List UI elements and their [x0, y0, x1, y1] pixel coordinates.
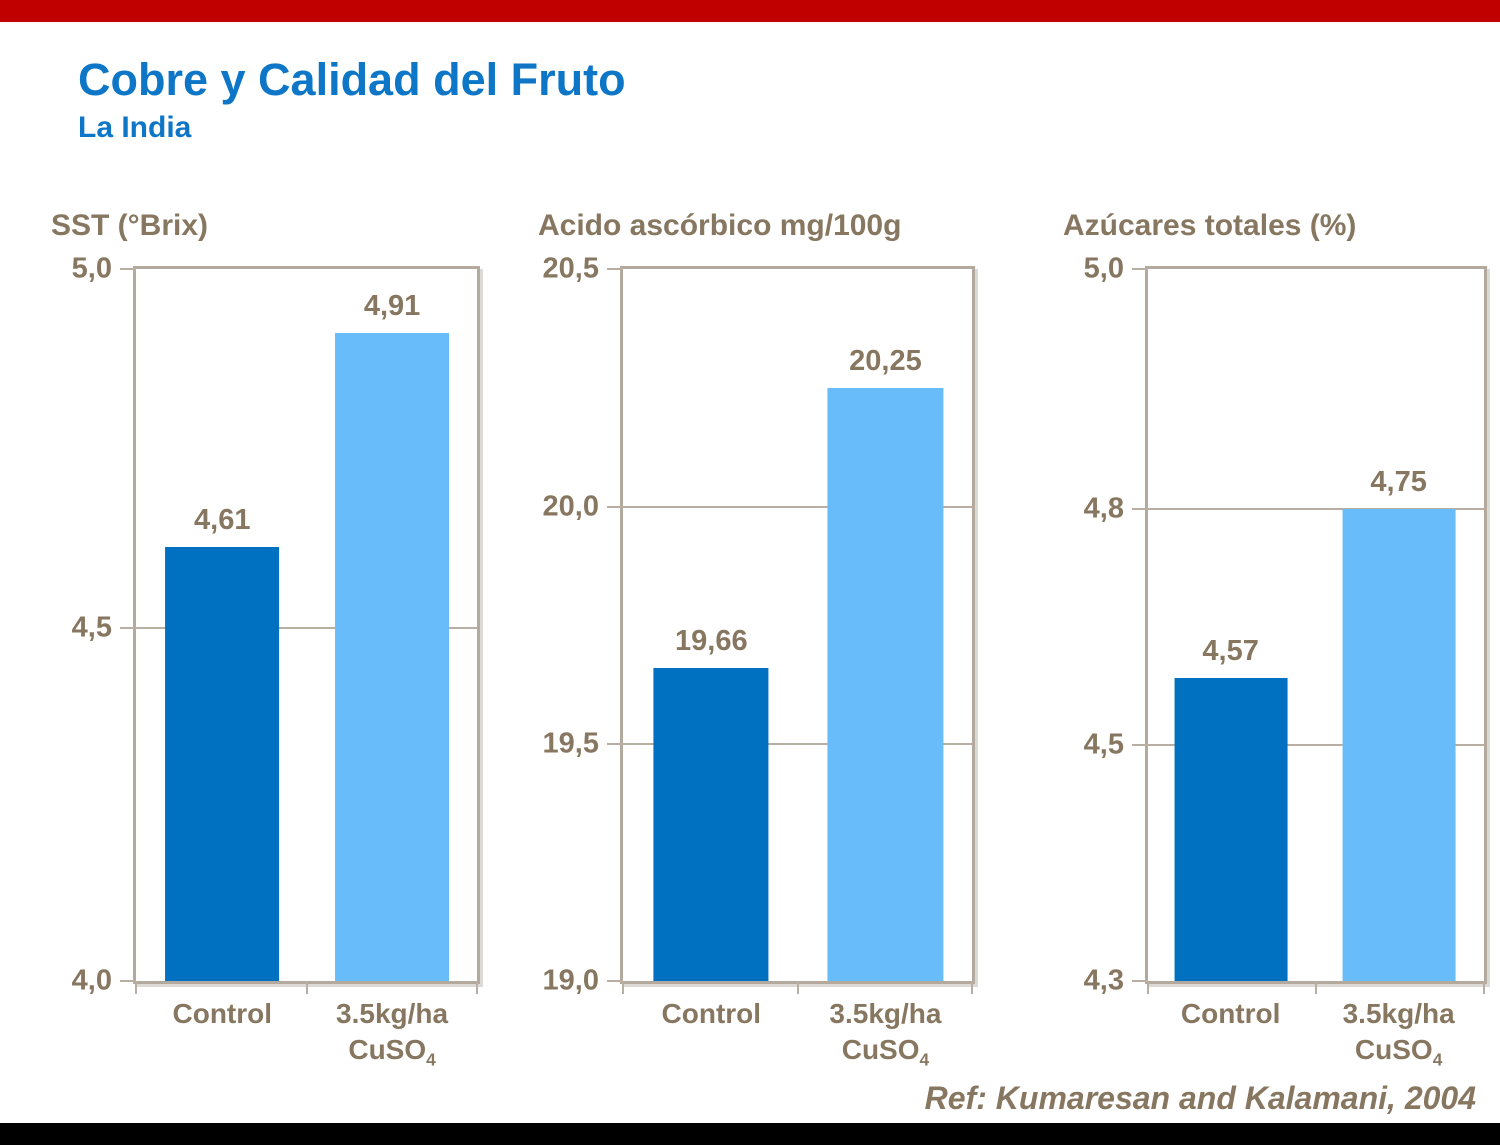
- y-tick-label: 19,0: [542, 964, 599, 997]
- top-accent-bar: [0, 0, 1500, 22]
- x-category-label: 3.5kg/ha CuSO4: [1342, 998, 1455, 1070]
- x-category-label: Control: [661, 998, 762, 1029]
- x-tick-mark: [135, 981, 137, 994]
- bar-control: [653, 667, 769, 981]
- bar-treatment: [827, 387, 944, 981]
- y-tick-mark: [607, 742, 623, 745]
- bar-treatment: [335, 333, 450, 981]
- x-tick-mark: [622, 981, 624, 994]
- y-tick-label: 5,0: [71, 252, 112, 285]
- reference-text: Ref: Kumaresan and Kalamani, 2004: [924, 1080, 1476, 1116]
- y-tick-label: 4,5: [71, 611, 112, 644]
- y-tick-label: 4,3: [1083, 964, 1124, 997]
- y-tick-mark: [1132, 268, 1148, 270]
- bottom-accent-bar: [0, 1123, 1500, 1145]
- x-tick-mark: [305, 981, 308, 994]
- bar-value-label: 19,66: [675, 624, 748, 657]
- y-tick-mark: [607, 268, 623, 270]
- chart-title: Acido ascórbico mg/100g: [538, 209, 902, 242]
- y-tick-mark: [607, 980, 623, 982]
- gridline: [623, 742, 972, 745]
- x-tick-mark: [476, 981, 478, 994]
- y-tick-mark: [120, 626, 136, 629]
- x-tick-mark: [1147, 981, 1149, 994]
- bar-value-label: 4,75: [1370, 465, 1427, 498]
- y-tick-mark: [607, 505, 623, 508]
- y-tick-label: 20,5: [542, 252, 599, 285]
- gridline: [1148, 507, 1484, 510]
- y-tick-mark: [120, 980, 136, 982]
- bar-value-label: 20,25: [849, 344, 922, 377]
- gridline: [623, 505, 972, 508]
- y-tick-mark: [120, 268, 136, 270]
- y-tick-label: 20,0: [542, 490, 599, 523]
- bar-control: [165, 546, 280, 981]
- bar-treatment: [1342, 508, 1456, 981]
- chart-title: Azúcares totales (%): [1063, 209, 1357, 242]
- x-category-label: 3.5kg/ha CuSO4: [336, 998, 449, 1070]
- bar-value-label: 4,91: [363, 290, 421, 323]
- chart-title: SST (°Brix): [51, 209, 209, 242]
- bar-value-label: 4,61: [194, 503, 251, 536]
- x-tick-mark: [971, 981, 973, 994]
- chart-sst-brix: SST (°Brix) 5,0 4,5 4,0 4,61 Control 4,91 3.5k…: [51, 209, 480, 1068]
- y-tick-label: 4,0: [71, 964, 112, 997]
- gridline: [1148, 744, 1484, 747]
- gridline: [136, 626, 477, 629]
- y-tick-label: 19,5: [542, 727, 599, 760]
- y-tick-mark: [1132, 507, 1148, 510]
- bar-control: [1174, 678, 1288, 981]
- bar-value-label: 4,57: [1202, 635, 1259, 668]
- page-title: Cobre y Calidad del Fruto: [78, 54, 626, 105]
- x-tick-mark: [796, 981, 799, 994]
- x-category-label: 3.5kg/ha CuSO4: [829, 998, 942, 1070]
- x-category-label: Control: [1180, 998, 1281, 1029]
- y-tick-label: 4,8: [1083, 492, 1124, 525]
- y-tick-mark: [1132, 744, 1148, 747]
- x-tick-mark: [1315, 981, 1317, 994]
- chart-acido-ascorbico: Acido ascórbico mg/100g 20,5 20,0 19,5 19,0…: [538, 209, 975, 1068]
- y-tick-label: 5,0: [1083, 252, 1124, 285]
- x-category-label: Control: [172, 998, 273, 1029]
- page-subtitle: La India: [78, 111, 192, 144]
- y-tick-mark: [1132, 980, 1148, 982]
- y-tick-label: 4,5: [1083, 728, 1124, 761]
- x-tick-mark: [1483, 981, 1485, 994]
- chart-azucares-totales: Azúcares totales (%) 5,0 4,8 4,5 4,3 4,57 Con…: [1063, 209, 1487, 1068]
